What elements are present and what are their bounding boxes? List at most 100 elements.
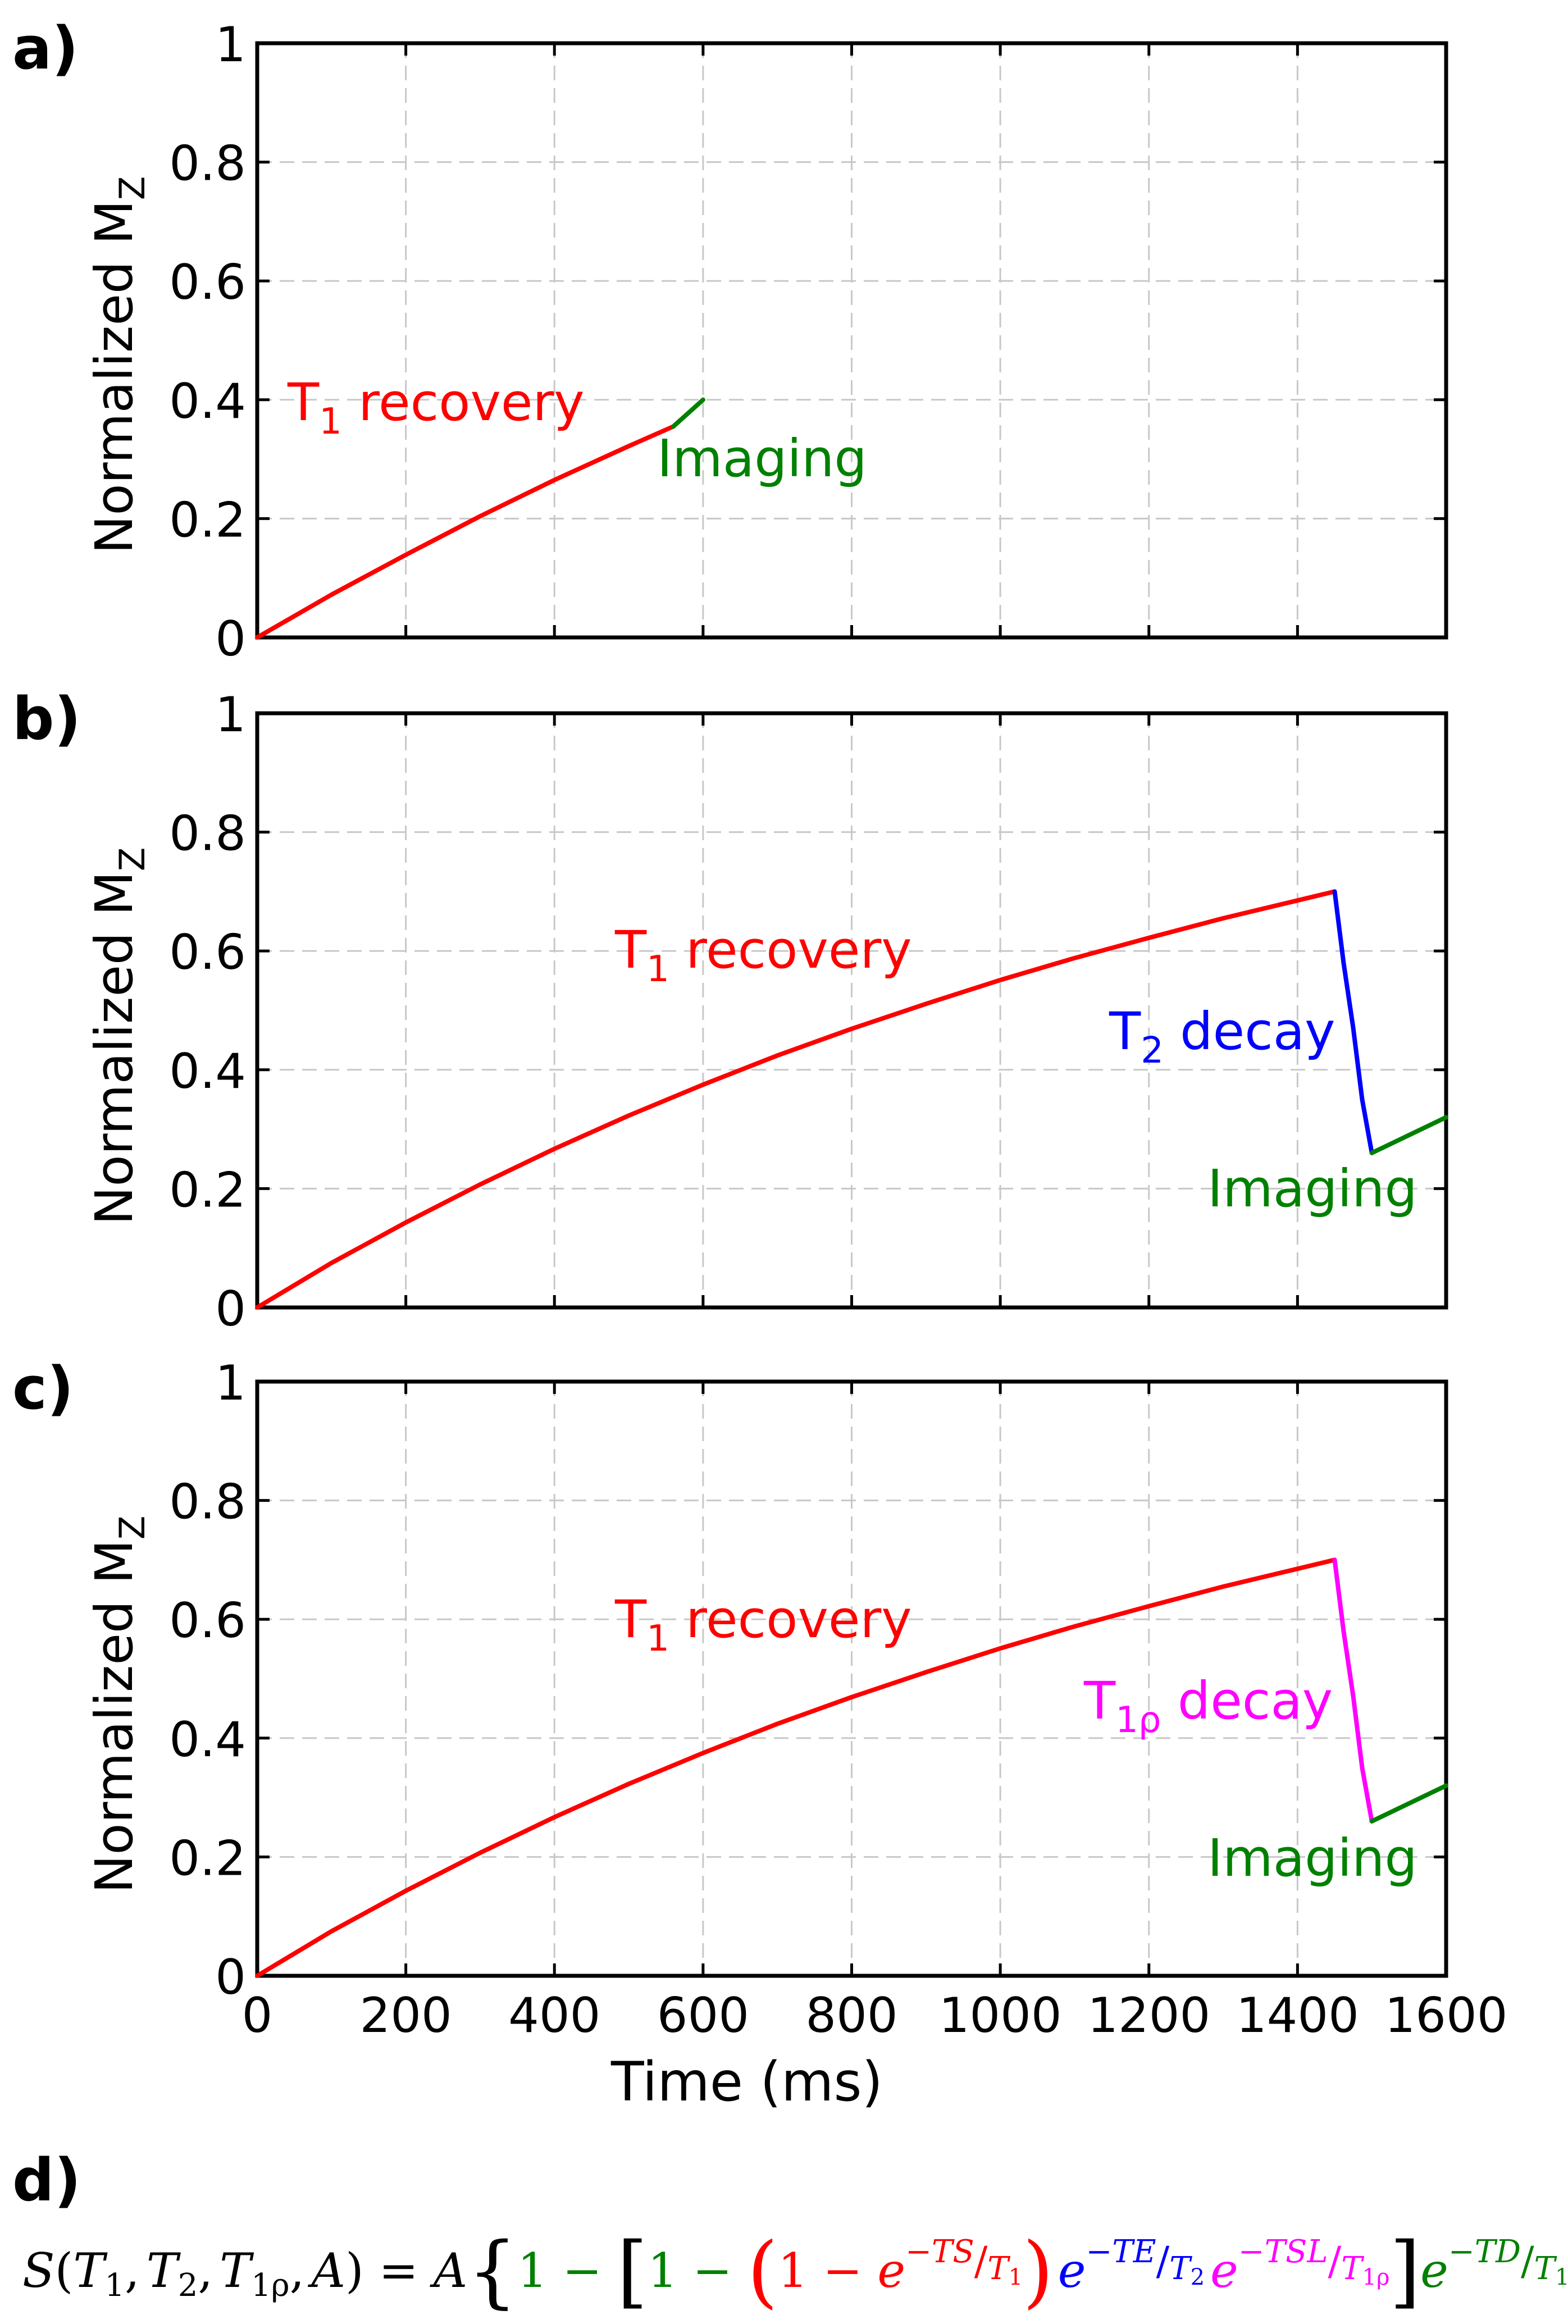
eq-one-red: 1 (778, 2243, 808, 2298)
annotation-main: T (287, 372, 320, 432)
y-tick-label: 0.2 (169, 1162, 246, 1218)
y-tick-labels: 0 0.2 0.4 0.6 0.8 1 (169, 1355, 246, 2006)
eq-minus-green: − (548, 2243, 617, 2298)
annotation-sub: 1 (319, 401, 342, 443)
y-axis-label-sub: Z (112, 1516, 153, 1539)
panel-b: b) 0 0.2 0.4 0.6 0.8 1 Normalized MZ T1 recov… (12, 685, 1448, 1337)
eq-lhs-open: ( (55, 2243, 74, 2298)
eq-lhs-a: A (307, 2243, 345, 2298)
annotation-main: Imaging (657, 429, 867, 489)
annotation-main: T (614, 920, 647, 980)
annotation-rest: decay (1164, 1001, 1335, 1061)
panel-label: b) (12, 685, 81, 753)
eq-minus-green2: − (678, 2243, 747, 2298)
series-line-t1-recovery (255, 889, 1337, 1310)
eq-e-magenta: e (1210, 2243, 1238, 2298)
y-axis-label: Normalized MZ (84, 847, 153, 1225)
y-tick-label: 1 (215, 17, 246, 73)
annotation-main: T (1109, 1001, 1141, 1061)
annotation-t1-recovery: T1 recovery (614, 1589, 912, 1660)
annotation-t1-recovery: T1 recovery (287, 372, 585, 443)
equation-formula: S(T1, T2, T1ρ, A) = A{1 − [1 − (1 − e−TS/T1… (22, 2226, 1568, 2317)
eq-equals: = (364, 2243, 434, 2298)
annotation-sub: 1 (646, 1618, 669, 1660)
annotation-imaging: Imaging (1207, 1828, 1417, 1888)
eq-sub1: 1 (1555, 2264, 1568, 2290)
eq-lhs-sub1: 1 (104, 2267, 125, 2304)
panel-label: c) (12, 1354, 74, 1423)
y-tick-label: 1 (215, 687, 246, 743)
x-tick-label: 200 (360, 1988, 452, 2044)
y-tick-label: 0.8 (169, 806, 246, 862)
y-tick-label: 0.8 (169, 136, 246, 192)
eq-bracket-open: [ (617, 2226, 648, 2317)
eq-e-green: e (1420, 2243, 1448, 2298)
eq-slash: / (1521, 2238, 1534, 2284)
y-tick-label: 0.2 (169, 492, 246, 548)
eq-lhs-t1r: T (220, 2243, 254, 2298)
y-axis-label-main: Normalized M (84, 871, 144, 1225)
series-line-t1-recovery (255, 1557, 1337, 1978)
y-tick-label: 0.4 (169, 373, 246, 430)
eq-one-green2: 1 (648, 2243, 677, 2298)
series-group (255, 889, 1448, 1310)
eq-slash: / (1328, 2238, 1342, 2284)
eq-paren-open: ( (747, 2226, 778, 2317)
annotation-main: T (1083, 1671, 1116, 1731)
axis-ticks (256, 1380, 1448, 1977)
y-axis-label-main: Normalized M (84, 200, 144, 554)
series-group (255, 397, 705, 640)
grid (257, 1382, 1446, 1976)
x-tick-labels: 0 200 400 600 800 1000 1200 1400 1600 (242, 1988, 1508, 2044)
annotation-sub: 2 (1141, 1030, 1164, 1072)
x-tick-label: 600 (657, 1988, 749, 2044)
eq-exp-ts: −TS (905, 2234, 974, 2270)
x-tick-label: 1600 (1385, 1988, 1508, 2044)
eq-lhs-sub2: 2 (178, 2267, 198, 2304)
y-tick-label: 0.6 (169, 924, 246, 981)
y-axis-label-sub: Z (112, 847, 153, 871)
annotation-rest: recovery (669, 920, 912, 980)
eq-sub2: 2 (1191, 2264, 1205, 2290)
panel-label: a) (12, 14, 79, 83)
eq-lhs-t2: T (147, 2243, 181, 2298)
annotation-t1-recovery: T1 recovery (614, 920, 912, 990)
annotation-main: T (614, 1589, 647, 1649)
series-line-t2-decay (1332, 889, 1374, 1155)
x-tick-label: 0 (242, 1988, 273, 2044)
grid (257, 43, 1446, 637)
y-tick-label: 0 (215, 611, 246, 667)
eq-e-blue: e (1058, 2243, 1086, 2298)
y-tick-label: 0.2 (169, 1830, 246, 1886)
y-tick-label: 0.4 (169, 1043, 246, 1100)
eq-lhs-sub1r: 1ρ (251, 2267, 290, 2304)
series-group (255, 1557, 1448, 1978)
eq-minus-red: − (808, 2243, 878, 2298)
grid (257, 713, 1446, 1307)
series-line-imaging (671, 397, 705, 429)
panel-a: a) 00.20.40.60.81 Normalized MZ T1 recov… (12, 14, 1448, 667)
annotation-rest: recovery (669, 1589, 912, 1649)
eq-brace-open: { (467, 2226, 517, 2317)
eq-e-red: e (877, 2243, 905, 2298)
x-tick-label: 800 (805, 1988, 897, 2044)
eq-exp-td: −TD (1448, 2234, 1521, 2270)
equation: d) S(T1, T2, T1ρ, A) = A{1 − [1 − (1 − e−TS… (12, 2146, 1568, 2317)
y-axis-label: Normalized MZ (84, 1516, 153, 1894)
annotation-imaging: Imaging (1207, 1159, 1417, 1219)
eq-comma: , (290, 2243, 305, 2298)
y-tick-label: 0.8 (169, 1474, 246, 1530)
y-tick-label: 0 (215, 1281, 246, 1337)
eq-t: T (987, 2250, 1010, 2287)
annotation-imaging: Imaging (657, 429, 867, 489)
eq-t: T (1169, 2250, 1192, 2287)
panel-c: c) 0 0.2 0.4 0.6 0.8 1 0 200 400 600 800 1000 1200 1… (12, 1354, 1507, 2113)
eq-exp-tsl: −TSL (1238, 2234, 1328, 2270)
eq-bracket-close: ] (1390, 2226, 1421, 2317)
x-tick-label: 400 (508, 1988, 600, 2044)
panel-label: d) (12, 2146, 81, 2214)
eq-paren-close: ) (1023, 2226, 1054, 2317)
eq-exp-te: −TE (1086, 2234, 1156, 2270)
y-axis-label-sub: Z (112, 176, 153, 200)
